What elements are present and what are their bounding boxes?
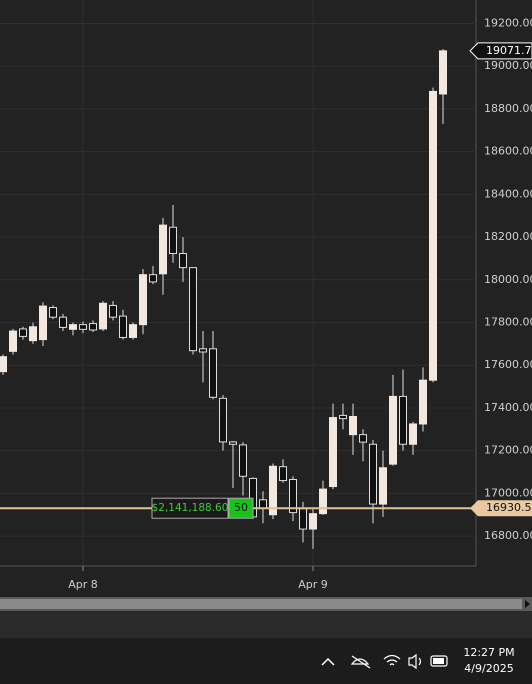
qty-label: 50 xyxy=(234,501,248,514)
candle-body xyxy=(399,395,407,445)
candle-body xyxy=(39,305,47,341)
candle-body xyxy=(279,466,287,482)
pnl-label: $2,141,188.60 xyxy=(152,502,229,514)
y-tick-label: 18000.00 xyxy=(484,273,532,286)
y-tick-label: 17400.00 xyxy=(484,401,532,414)
candle-body xyxy=(319,488,327,515)
clock-time[interactable]: 12:27 PM xyxy=(463,646,514,659)
y-tick-label: 17000.00 xyxy=(484,486,532,499)
candle-body xyxy=(99,302,107,330)
candle-body xyxy=(289,478,297,514)
candle-body xyxy=(379,467,387,505)
candle-body xyxy=(259,499,267,509)
onedrive-icon[interactable] xyxy=(350,658,370,665)
last-price-label: 19071.75 xyxy=(486,44,532,57)
candle-body xyxy=(199,348,207,353)
candle-body xyxy=(89,323,97,331)
volume-icon[interactable] xyxy=(408,653,422,670)
candle-body xyxy=(169,226,177,255)
candle-body xyxy=(209,348,217,398)
y-tick-label: 17600.00 xyxy=(484,358,532,371)
candle-body xyxy=(349,415,357,436)
y-tick-label: 19200.00 xyxy=(484,16,532,29)
candle-body xyxy=(139,274,147,326)
candle-body xyxy=(419,379,427,425)
candle-body xyxy=(429,90,437,381)
price-line-tag xyxy=(470,500,532,517)
candle-body xyxy=(239,444,247,477)
y-tick-label: 17200.00 xyxy=(484,444,532,457)
scroll-arrow[interactable] xyxy=(525,600,530,608)
candle-body xyxy=(369,443,377,505)
candle-body xyxy=(329,417,337,488)
candle-body xyxy=(229,441,237,445)
candle-body xyxy=(19,328,27,337)
y-tick-label: 19000.00 xyxy=(484,59,532,72)
last-price-tag xyxy=(469,42,532,60)
candle-body xyxy=(29,326,37,342)
candle-body xyxy=(389,395,397,465)
taskbar xyxy=(0,638,532,684)
candle-body xyxy=(0,356,7,373)
candle-body xyxy=(49,307,57,318)
candle-body xyxy=(359,434,367,443)
candle-body xyxy=(109,304,117,318)
candle-body xyxy=(159,224,167,275)
pnl-box xyxy=(151,497,229,519)
candle-body xyxy=(339,414,347,420)
candle-body xyxy=(129,324,137,338)
candle-body xyxy=(9,330,17,352)
y-tick-label: 18800.00 xyxy=(484,102,532,115)
y-tick-label: 18400.00 xyxy=(484,187,532,200)
x-tick-label: Apr 9 xyxy=(298,578,328,591)
candle-body xyxy=(179,253,187,269)
candle-body xyxy=(309,513,317,530)
onedrive-slash xyxy=(351,655,371,669)
tray-chevron[interactable] xyxy=(321,657,335,666)
x-tick-label: Apr 8 xyxy=(68,578,98,591)
qty-box xyxy=(228,497,254,519)
candle-body xyxy=(189,267,197,352)
clock-date[interactable]: 4/9/2025 xyxy=(464,662,513,675)
y-tick-label: 18600.00 xyxy=(484,145,532,158)
candle-body xyxy=(59,316,67,328)
candle-body xyxy=(439,50,447,95)
scroll-thumb[interactable] xyxy=(0,599,522,609)
y-tick-label: 16800.00 xyxy=(484,529,532,542)
candle-body xyxy=(69,324,77,330)
battery-icon[interactable] xyxy=(430,655,448,667)
candle-body xyxy=(269,465,277,516)
y-tick-label: 18200.00 xyxy=(484,230,532,243)
grid xyxy=(0,0,476,566)
candle-body xyxy=(219,397,227,443)
candle-body xyxy=(409,423,417,445)
candle-body xyxy=(79,324,87,330)
wifi-icon[interactable] xyxy=(383,654,401,666)
y-tick-label: 17800.00 xyxy=(484,316,532,329)
candle-body xyxy=(299,508,307,530)
candle-body xyxy=(149,274,157,283)
panel xyxy=(0,611,532,638)
battery-level xyxy=(433,658,444,664)
price-line-label: 16930.50 xyxy=(486,501,532,514)
candle-body xyxy=(119,315,127,338)
